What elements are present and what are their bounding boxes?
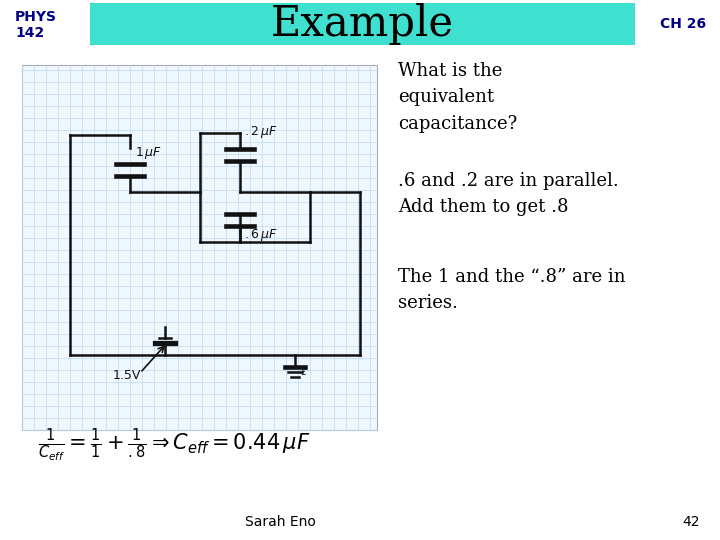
Text: PHYS: PHYS	[15, 10, 57, 24]
Text: 1.5V: 1.5V	[113, 369, 141, 382]
Text: Example: Example	[271, 3, 454, 45]
Text: The 1 and the “.8” are in
series.: The 1 and the “.8” are in series.	[398, 268, 626, 313]
Text: 142: 142	[15, 26, 44, 40]
Text: CH 26: CH 26	[660, 17, 706, 31]
Text: $\varepsilon$: $\varepsilon$	[300, 367, 307, 377]
Text: Sarah Eno: Sarah Eno	[245, 515, 315, 529]
Text: 42: 42	[683, 515, 700, 529]
Text: $.6\,\mu F$: $.6\,\mu F$	[244, 227, 278, 243]
Text: .6 and .2 are in parallel.
Add them to get .8: .6 and .2 are in parallel. Add them to g…	[398, 172, 618, 217]
Text: What is the
equivalent
capacitance?: What is the equivalent capacitance?	[398, 62, 517, 133]
Text: $\frac{1}{C_{eff}} = \frac{1}{1} + \frac{1}{.8} \Rightarrow C_{eff} = 0.44\,\mu : $\frac{1}{C_{eff}} = \frac{1}{1} + \frac…	[38, 427, 310, 463]
FancyBboxPatch shape	[90, 3, 635, 45]
Bar	[22, 65, 377, 430]
Text: $.2\,\mu F$: $.2\,\mu F$	[244, 124, 278, 140]
Text: $1\,\mu F$: $1\,\mu F$	[135, 145, 162, 161]
